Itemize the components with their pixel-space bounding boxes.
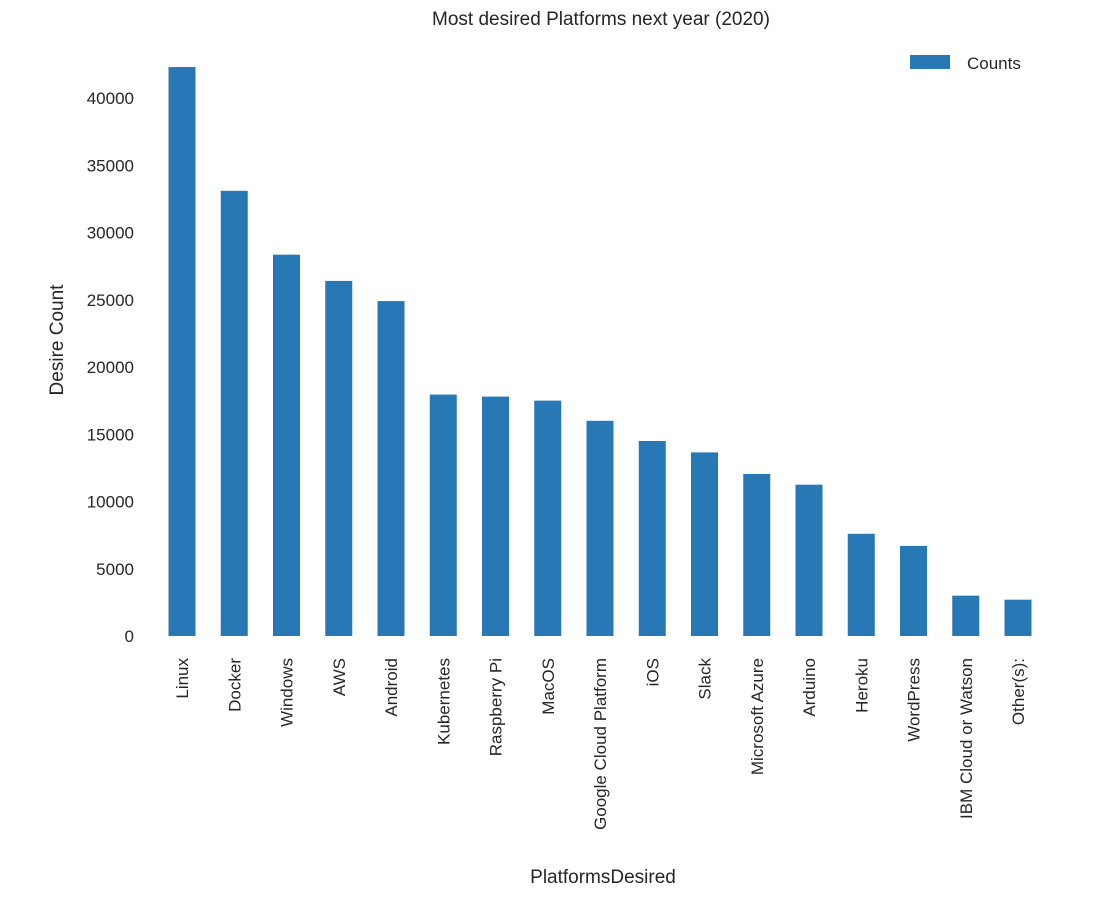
- x-tick-label: Slack: [696, 658, 715, 700]
- bar-arduino: [795, 484, 823, 636]
- y-tick-label: 15000: [87, 425, 134, 444]
- x-tick-label: Windows: [278, 658, 297, 727]
- x-tick-label: AWS: [330, 658, 349, 696]
- y-tick-label: 10000: [87, 493, 134, 512]
- bar-heroku: [847, 533, 875, 636]
- x-axis-ticks: Linux Docker Windows AWS Android Kubernetes Ra…: [173, 658, 1028, 830]
- bar-linux: [168, 67, 196, 636]
- bar-aws: [325, 280, 353, 636]
- x-tick-label: Linux: [173, 658, 192, 699]
- y-tick-label: 0: [125, 627, 134, 646]
- bar-slack: [691, 452, 718, 636]
- bar-raspberry-pi: [482, 396, 509, 636]
- x-tick-label: MacOS: [539, 658, 558, 715]
- y-tick-label: 35000: [87, 156, 134, 175]
- y-tick-label: 25000: [87, 291, 134, 310]
- bar-android: [377, 301, 405, 636]
- bar-docker: [220, 190, 248, 636]
- bars-group: [168, 67, 1032, 637]
- x-tick-label: Android: [382, 658, 401, 717]
- x-tick-label: Arduino: [800, 658, 819, 717]
- legend-label: Counts: [967, 54, 1021, 73]
- bar-microsoft-azure: [743, 473, 771, 636]
- x-tick-label: iOS: [643, 658, 662, 686]
- bar-macos: [534, 400, 562, 637]
- x-tick-label: IBM Cloud or Watson: [957, 658, 976, 819]
- bar-other-s: [1004, 599, 1032, 636]
- y-tick-label: 5000: [96, 560, 134, 579]
- x-tick-label: Microsoft Azure: [748, 658, 767, 775]
- legend: Counts: [910, 54, 1021, 73]
- bar-ibm-cloud-or-watson: [952, 595, 980, 636]
- chart-title: Most desired Platforms next year (2020): [432, 9, 770, 30]
- bar-windows: [273, 254, 300, 636]
- bar-ios: [638, 440, 666, 636]
- x-tick-label: Other(s):: [1009, 658, 1028, 725]
- y-tick-label: 40000: [87, 89, 134, 108]
- bar-wordpress: [900, 545, 927, 636]
- bar-google-cloud-platform: [586, 420, 614, 636]
- x-tick-label: Docker: [225, 658, 244, 712]
- y-tick-label: 30000: [87, 224, 134, 243]
- y-axis-label: Desire Count: [47, 284, 68, 396]
- x-tick-label: Heroku: [852, 658, 871, 713]
- x-axis-label: PlatformsDesired: [530, 867, 676, 888]
- x-tick-label: Kubernetes: [434, 658, 453, 745]
- legend-swatch: [910, 55, 950, 69]
- x-tick-label: Raspberry Pi: [487, 658, 506, 756]
- x-tick-label: Google Cloud Platform: [591, 658, 610, 830]
- bar-kubernetes: [429, 394, 457, 636]
- y-axis-ticks: 0 5000 10000 15000 20000 25000 30000 35000 40000: [87, 89, 134, 646]
- x-tick-label: WordPress: [905, 658, 924, 742]
- y-tick-label: 20000: [87, 358, 134, 377]
